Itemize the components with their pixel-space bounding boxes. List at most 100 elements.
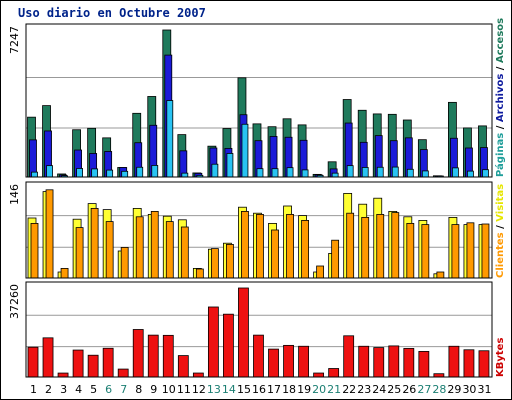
- day-tick-label: 3: [60, 383, 67, 396]
- clientes-bar: [391, 212, 400, 279]
- clientes-bar: [466, 222, 475, 279]
- chart-title: Uso diario en Octubre 2007: [18, 6, 206, 20]
- kbytes-bar: [463, 349, 475, 378]
- day-tick-label: 24: [372, 383, 386, 396]
- kbytes-bar: [358, 345, 370, 378]
- day-tick-label: 20: [312, 383, 326, 396]
- paginas-bar: [452, 167, 459, 178]
- paginas-bar: [76, 168, 83, 178]
- day-tick-label: 4: [75, 383, 82, 396]
- paginas-bar: [106, 169, 114, 178]
- paginas-bar: [181, 172, 189, 178]
- day-tick-label: 10: [162, 383, 176, 396]
- middle-ymax-label: 146: [8, 184, 21, 205]
- clientes-bar: [361, 216, 370, 279]
- kbytes-bar: [117, 368, 129, 378]
- paginas-bar: [361, 167, 369, 178]
- kbytes-bar: [328, 368, 340, 378]
- day-tick-label: 29: [447, 383, 461, 396]
- clientes-bar: [346, 212, 355, 279]
- kbytes-bar: [177, 355, 189, 378]
- day-tick-label: 12: [192, 383, 206, 396]
- top-legend-item: Accesos: [495, 18, 506, 63]
- paginas-bar: [151, 165, 159, 178]
- kbytes-bar: [373, 347, 385, 378]
- kbytes-bar: [147, 334, 159, 378]
- top-legend-item: Archivos: [495, 70, 506, 122]
- paginas-bar: [331, 172, 339, 178]
- clientes-bar: [286, 213, 294, 279]
- bottom-panel-frame: [25, 281, 493, 378]
- middle-panel-frame: [25, 181, 493, 279]
- day-tick-label: 5: [90, 383, 97, 396]
- paginas-bar: [136, 166, 144, 178]
- kbytes-bar: [478, 350, 490, 378]
- kbytes-bar: [207, 306, 219, 378]
- paginas-bar: [211, 163, 219, 178]
- day-tick-label: 8: [135, 383, 142, 396]
- clientes-bar: [180, 226, 189, 279]
- kbytes-bar: [298, 345, 309, 378]
- day-tick-label: 31: [477, 383, 491, 396]
- kbytes-bar: [388, 345, 400, 378]
- archivos-bar: [29, 139, 37, 178]
- kbytes-bar: [27, 346, 39, 378]
- paginas-bar: [46, 165, 53, 178]
- day-tick-label: 26: [402, 383, 416, 396]
- paginas-bar: [391, 166, 399, 178]
- middle-legend-item: Clientes: [495, 229, 506, 278]
- clientes-bar: [271, 229, 279, 279]
- day-tick-label: 22: [342, 383, 356, 396]
- kbytes-bar: [42, 337, 54, 378]
- clientes-bar: [331, 239, 340, 279]
- paginas-bar: [286, 167, 294, 178]
- paginas-bar: [482, 169, 489, 178]
- top-legend: Páginas / Archivos / Accesos: [494, 18, 506, 177]
- bottom-ymax-label: 37260: [8, 284, 21, 319]
- day-tick-label: 23: [357, 383, 371, 396]
- day-tick-label: 21: [327, 383, 341, 396]
- kbytes-bar: [238, 287, 249, 378]
- top-legend-item: Páginas: [494, 129, 506, 177]
- clientes-bar: [150, 210, 159, 279]
- day-tick-label: 27: [417, 383, 431, 396]
- clientes-bar: [241, 210, 249, 279]
- day-tick-label: 9: [150, 383, 157, 396]
- day-tick-label: 13: [207, 383, 221, 396]
- clientes-bar: [316, 265, 325, 279]
- clientes-bar: [135, 216, 144, 279]
- day-tick-label: 11: [177, 383, 191, 396]
- clientes-bar: [226, 243, 234, 279]
- clientes-bar: [30, 222, 39, 279]
- paginas-bar: [406, 168, 414, 178]
- kbytes-bar: [448, 345, 460, 378]
- kbytes-bar: [268, 348, 279, 378]
- clientes-bar: [301, 219, 309, 279]
- day-tick-label: 28: [432, 383, 446, 396]
- paginas-bar: [91, 168, 99, 178]
- day-tick-label: 2: [45, 383, 52, 396]
- clientes-bar: [45, 189, 54, 279]
- paginas-bar: [271, 168, 279, 178]
- paginas-bar: [467, 170, 474, 178]
- paginas-bar: [256, 168, 264, 178]
- middle-legend: Clientes / Visitas: [495, 184, 506, 278]
- clientes-bar: [481, 223, 490, 279]
- clientes-bar: [421, 224, 430, 279]
- kbytes-bar: [57, 372, 69, 378]
- day-tick-label: 17: [267, 383, 281, 396]
- paginas-bar: [241, 123, 249, 178]
- top-legend-item: /: [495, 122, 506, 129]
- day-tick-label: 1: [30, 383, 37, 396]
- clientes-bar: [406, 222, 415, 279]
- paginas-bar: [166, 100, 174, 178]
- clientes-bar: [60, 267, 69, 279]
- day-tick-label: 25: [387, 383, 401, 396]
- bottom-legend: KBytes: [495, 338, 506, 377]
- clientes-bar: [376, 213, 385, 279]
- kbytes-bar: [403, 348, 415, 378]
- kbytes-bar: [132, 329, 144, 378]
- paginas-bar: [346, 165, 354, 178]
